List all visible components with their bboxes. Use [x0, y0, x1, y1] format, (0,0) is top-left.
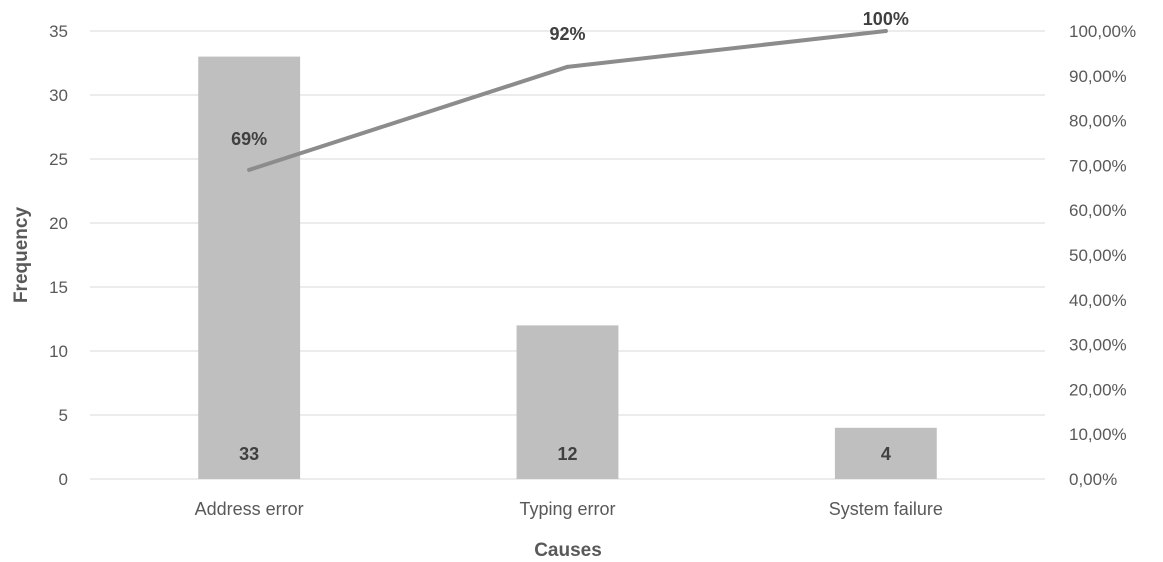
y-tick-label: 15 — [49, 278, 68, 297]
y2-tick-label: 80,00% — [1069, 112, 1127, 131]
y-tick-label: 0 — [59, 470, 68, 489]
bars — [198, 56, 937, 479]
y2-tick-label: 50,00% — [1069, 246, 1127, 265]
y2-tick-label: 90,00% — [1069, 67, 1127, 86]
line-point — [883, 29, 888, 33]
bar-value-label: 12 — [557, 444, 577, 464]
y2-tick-label: 20,00% — [1069, 380, 1127, 399]
cumulative-line — [247, 29, 888, 172]
y2-tick-label: 0,00% — [1069, 470, 1117, 489]
y-tick-label: 20 — [49, 214, 68, 233]
y2-tick-label: 100,00% — [1069, 22, 1136, 41]
line-point-label: 100% — [863, 9, 909, 29]
bar-value-label: 4 — [881, 444, 891, 464]
y-tick-label: 30 — [49, 86, 68, 105]
x-tick-label: Address error — [195, 499, 304, 519]
y-tick-label: 10 — [49, 342, 68, 361]
x-tick-label: System failure — [829, 499, 943, 519]
line-point-label: 92% — [549, 24, 585, 44]
axes: 0 5 10 15 20 25 30 35 0,00% 10,00% 20,00% 30,00% 40,… — [49, 22, 1136, 519]
y2-tick-label: 30,00% — [1069, 336, 1127, 355]
x-axis-title: Causes — [534, 540, 602, 561]
line-point — [247, 167, 252, 172]
y2-tick-label: 10,00% — [1069, 425, 1127, 444]
data-labels: 33 12 4 69% 92% 100% — [231, 9, 909, 464]
bar — [834, 427, 937, 479]
y-axis-title: Frequency — [11, 207, 32, 304]
line-point-label: 69% — [231, 129, 267, 149]
y2-tick-label: 60,00% — [1069, 201, 1127, 220]
y2-tick-label: 70,00% — [1069, 156, 1127, 175]
y-tick-label: 35 — [49, 22, 68, 41]
bar-value-label: 33 — [239, 444, 259, 464]
y2-tick-label: 40,00% — [1069, 291, 1127, 310]
line-point — [565, 64, 570, 69]
bar — [516, 325, 619, 479]
bar — [198, 56, 301, 479]
y-tick-label: 25 — [49, 150, 68, 169]
y-tick-label: 5 — [59, 406, 68, 425]
x-tick-label: Typing error — [519, 499, 615, 519]
cumulative-series-line — [247, 29, 888, 172]
